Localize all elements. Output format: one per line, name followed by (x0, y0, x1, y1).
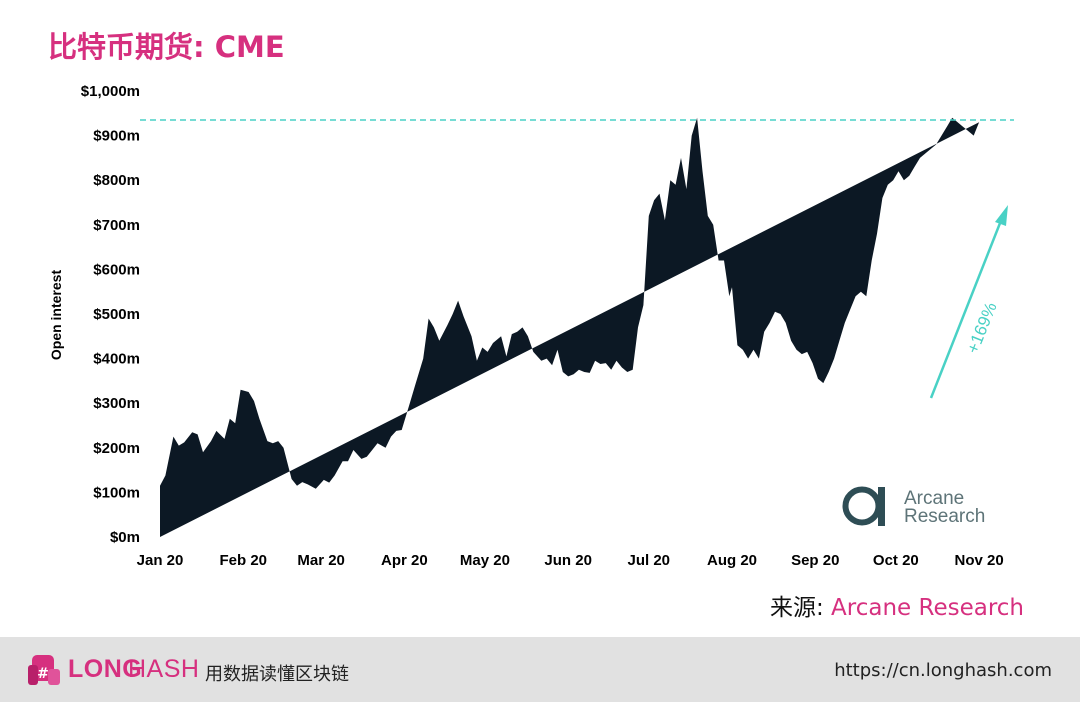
svg-text:#: # (37, 666, 49, 682)
x-tick-label: Jun 20 (544, 552, 592, 569)
watermark-logo-bar (878, 487, 885, 526)
watermark-logo-circle (842, 486, 882, 526)
watermark-line1: Arcane (904, 488, 964, 509)
x-tick-label: Oct 20 (873, 552, 919, 569)
y-tick-label: $800m (93, 172, 140, 189)
open-interest-chart: $0m $100m $200m $300m $400m $500m $600m $700m $8… (48, 83, 1014, 569)
footer-url[interactable]: https://cn.longhash.com (834, 660, 1052, 681)
y-axis-label: Open interest (48, 270, 64, 361)
x-tick-label: Mar 20 (297, 552, 345, 569)
growth-annotation: +169% (929, 205, 1008, 399)
x-tick-label: Aug 20 (707, 552, 757, 569)
y-axis: $0m $100m $200m $300m $400m $500m $600m $700m $8… (81, 83, 140, 546)
longhash-logo-icon: # (28, 655, 60, 685)
y-tick-label: $100m (93, 484, 140, 501)
x-tick-label: Apr 20 (381, 552, 428, 569)
x-tick-label: Jan 20 (137, 552, 184, 569)
x-tick-label: Feb 20 (219, 552, 267, 569)
y-tick-label: $0m (110, 529, 140, 546)
arcane-watermark: Arcane Research (842, 486, 985, 527)
growth-arrowhead (995, 205, 1008, 226)
y-tick-label: $700m (93, 217, 140, 234)
brand-hash: HASH (128, 655, 200, 683)
growth-arrow (929, 212, 1006, 399)
footer-bar: # LONG HASH 用数据读懂区块链 https://cn.longhash… (0, 637, 1080, 702)
y-tick-label: $900m (93, 128, 140, 145)
y-tick-label: $500m (93, 306, 140, 323)
chart-title: 比特币期货: CME (48, 30, 285, 64)
watermark-line2: Research (904, 506, 985, 527)
y-tick-label: $1,000m (81, 83, 140, 100)
y-tick-label: $600m (93, 261, 140, 278)
y-tick-label: $200m (93, 440, 140, 457)
source-name: Arcane Research (831, 595, 1024, 621)
growth-label: +169% (963, 300, 1001, 357)
open-interest-area (160, 117, 980, 538)
brand-long: LONG (68, 655, 143, 683)
x-axis: Jan 20 Feb 20 Mar 20 Apr 20 May 20 Jun 20 Jul … (137, 552, 1004, 569)
x-tick-label: Sep 20 (791, 552, 839, 569)
x-tick-label: May 20 (460, 552, 510, 569)
source-prefix: 来源: (769, 595, 832, 621)
source-credit: 来源: Arcane Research (770, 588, 1024, 622)
y-tick-label: $300m (93, 395, 140, 412)
y-tick-label: $400m (93, 351, 140, 368)
plot-area (140, 117, 1014, 538)
x-tick-label: Nov 20 (954, 552, 1003, 569)
x-tick-label: Jul 20 (628, 552, 671, 569)
footer-slogan: 用数据读懂区块链 (205, 664, 349, 685)
